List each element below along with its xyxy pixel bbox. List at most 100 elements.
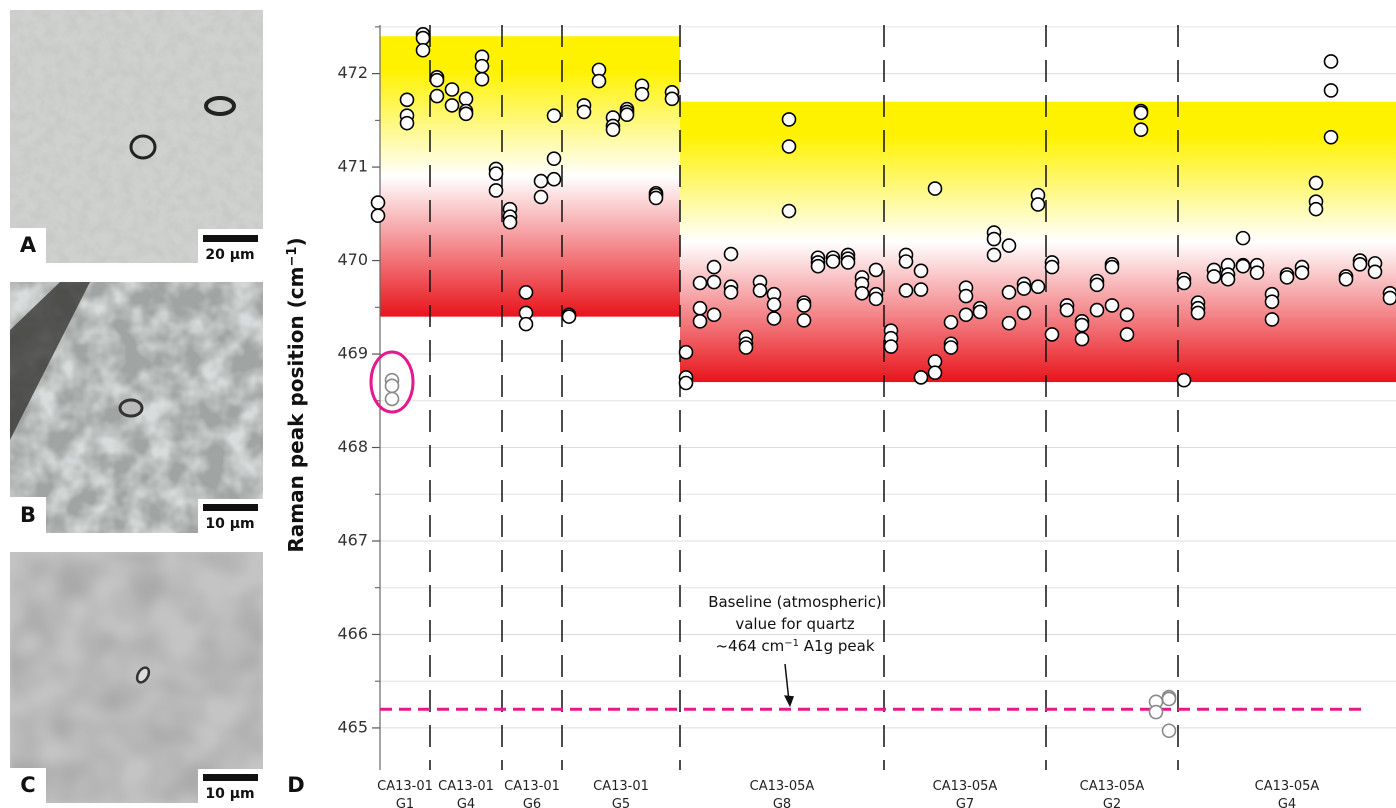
data-point bbox=[1354, 258, 1367, 271]
data-point bbox=[1032, 198, 1045, 211]
x-tick-label: CA13-01 bbox=[438, 779, 494, 794]
y-axis-label-part: −1 bbox=[285, 247, 300, 267]
data-point bbox=[386, 392, 399, 405]
data-point bbox=[460, 107, 473, 120]
micrograph-a bbox=[10, 10, 263, 263]
arrow-head bbox=[784, 695, 794, 707]
data-point bbox=[1237, 260, 1250, 273]
data-point bbox=[680, 346, 693, 359]
data-point bbox=[372, 209, 385, 222]
annotation: value for quartz bbox=[735, 615, 854, 633]
y-tick-label: 469 bbox=[337, 344, 368, 363]
annotation-part: −1 bbox=[784, 638, 799, 649]
data-point bbox=[754, 284, 767, 297]
range-band bbox=[680, 102, 884, 382]
x-tick-label: CA13-05A bbox=[933, 779, 998, 794]
range-band bbox=[380, 36, 430, 316]
data-point bbox=[1266, 295, 1279, 308]
data-point bbox=[798, 314, 811, 327]
data-point bbox=[1251, 266, 1264, 279]
y-tick-label: 470 bbox=[337, 250, 368, 269]
data-point bbox=[988, 233, 1001, 246]
micrograph-b bbox=[10, 282, 263, 533]
data-point bbox=[417, 44, 430, 57]
data-point bbox=[960, 290, 973, 303]
x-tick-label: CA13-01 bbox=[593, 779, 649, 794]
x-tick-label: CA13-01 bbox=[504, 779, 560, 794]
scale-bar-label: 10 µm bbox=[205, 786, 254, 802]
data-point bbox=[1163, 692, 1176, 705]
data-point bbox=[460, 92, 473, 105]
data-point bbox=[548, 173, 561, 186]
range-band bbox=[1178, 102, 1396, 382]
data-point bbox=[386, 379, 399, 392]
data-point bbox=[929, 366, 942, 379]
data-point bbox=[1178, 276, 1191, 289]
data-point bbox=[708, 261, 721, 274]
data-point bbox=[1046, 261, 1059, 274]
x-tick-label: G1 bbox=[396, 797, 414, 808]
data-point bbox=[870, 292, 883, 305]
data-point bbox=[548, 109, 561, 122]
panel-label: B bbox=[20, 503, 36, 527]
data-point bbox=[915, 283, 928, 296]
data-point bbox=[725, 248, 738, 261]
data-point bbox=[812, 260, 825, 273]
data-point bbox=[548, 152, 561, 165]
data-point bbox=[1237, 232, 1250, 245]
data-point bbox=[740, 341, 753, 354]
data-point bbox=[945, 341, 958, 354]
x-tick-label: G5 bbox=[612, 797, 630, 808]
y-tick-label: 465 bbox=[337, 717, 368, 736]
data-point bbox=[1325, 131, 1338, 144]
annotation: Baseline (atmospheric) bbox=[708, 593, 882, 611]
data-point bbox=[621, 108, 634, 121]
data-point bbox=[563, 310, 576, 323]
x-tick-label: G8 bbox=[773, 797, 791, 808]
data-point bbox=[1296, 266, 1309, 279]
data-point bbox=[1310, 176, 1323, 189]
data-point bbox=[446, 83, 459, 96]
data-point bbox=[1121, 328, 1134, 341]
data-point bbox=[520, 286, 533, 299]
data-point bbox=[1222, 273, 1235, 286]
data-point bbox=[490, 167, 503, 180]
data-point bbox=[1150, 706, 1163, 719]
data-point bbox=[1266, 313, 1279, 326]
data-point bbox=[1046, 328, 1059, 341]
figure: A 20 µm B 10 µm C 10 µm D 46546646746846… bbox=[0, 0, 1396, 808]
data-point bbox=[446, 99, 459, 112]
y-axis-label-part: Raman peak position (cm bbox=[284, 267, 308, 553]
data-point bbox=[1163, 724, 1176, 737]
annotation: ~464 cm−1 A1g peak bbox=[715, 637, 874, 655]
data-point bbox=[1325, 84, 1338, 97]
data-point bbox=[431, 74, 444, 87]
range-band bbox=[1046, 102, 1178, 382]
x-tick-label: CA13-05A bbox=[1080, 779, 1145, 794]
annotation-part: value for quartz bbox=[735, 615, 854, 633]
data-point bbox=[593, 75, 606, 88]
data-point bbox=[694, 276, 707, 289]
annotation-part: ~464 cm bbox=[715, 637, 784, 655]
y-tick-label: 467 bbox=[337, 530, 368, 549]
data-point bbox=[856, 287, 869, 300]
data-point bbox=[945, 316, 958, 329]
data-point bbox=[974, 305, 987, 318]
data-point bbox=[725, 286, 738, 299]
data-point bbox=[1076, 333, 1089, 346]
data-point bbox=[401, 93, 414, 106]
data-point bbox=[607, 123, 620, 136]
y-tick-label: 472 bbox=[337, 63, 368, 82]
data-point bbox=[1121, 308, 1134, 321]
data-point bbox=[1003, 317, 1016, 330]
data-point bbox=[1208, 270, 1221, 283]
panel-label: D bbox=[287, 773, 304, 797]
y-tick-label: 471 bbox=[337, 157, 368, 176]
data-point bbox=[490, 184, 503, 197]
data-point bbox=[783, 140, 796, 153]
data-point bbox=[1135, 123, 1148, 136]
data-point bbox=[1091, 304, 1104, 317]
data-point bbox=[900, 284, 913, 297]
data-point bbox=[929, 182, 942, 195]
data-point bbox=[1091, 278, 1104, 291]
